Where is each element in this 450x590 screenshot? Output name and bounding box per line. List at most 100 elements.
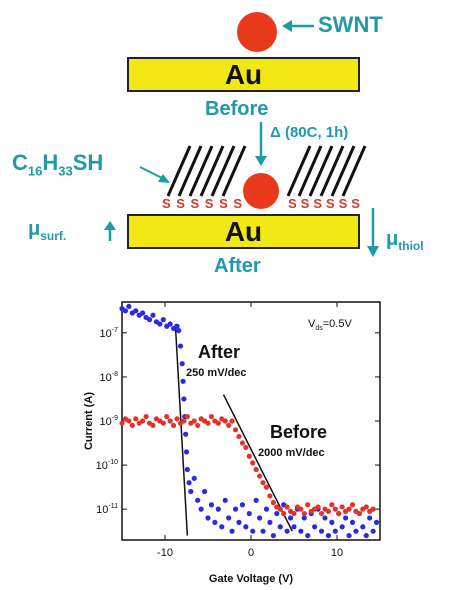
- before-slope-label: 2000 mV/dec: [258, 447, 325, 459]
- mu-surf-label: μsurf.: [28, 218, 66, 243]
- thiol-formula-label: C16H33SH: [12, 150, 103, 178]
- after-data-point: [208, 502, 215, 508]
- thiol-formula-part: H: [42, 150, 59, 175]
- y-tick-label: 10-11: [96, 503, 118, 516]
- before-data-point: [305, 502, 311, 508]
- before-data-point: [232, 427, 239, 433]
- thiol-pointer-arrow: [138, 164, 174, 191]
- sulfur-atom: S: [176, 196, 185, 211]
- before-data-point: [315, 504, 321, 510]
- y-axis-title: Current (A): [83, 392, 95, 450]
- after-data-point: [305, 532, 311, 539]
- after-data-point: [215, 506, 221, 512]
- after-data-point: [183, 431, 189, 437]
- after-data-point: [222, 497, 228, 503]
- after-data-point: [318, 528, 325, 534]
- after-data-point: [246, 510, 252, 517]
- after-data-point: [301, 515, 307, 521]
- y-tick-label: 10-10: [96, 459, 118, 472]
- after-data-point: [201, 488, 208, 495]
- after-data-point: [370, 528, 376, 534]
- sulfur-row-right: S S S S S S: [288, 196, 360, 211]
- before-data-point: [126, 418, 132, 424]
- after-data-point: [243, 524, 249, 530]
- before-data-point: [332, 506, 338, 512]
- before-data-point: [349, 502, 356, 508]
- before-data-point: [184, 413, 190, 420]
- before-data-point: [133, 416, 139, 422]
- before-data-point: [222, 418, 228, 424]
- before-data-point: [164, 413, 170, 420]
- y-tick-exponent: -7: [112, 327, 118, 334]
- au-label-before: Au: [224, 58, 263, 90]
- y-tick-label: 10-7: [100, 327, 119, 340]
- after-data-point: [205, 515, 211, 521]
- after-data-point: [373, 519, 380, 525]
- after-data-point: [274, 510, 280, 517]
- arrow-down-icon: [367, 208, 379, 257]
- before-data-point: [263, 484, 270, 490]
- after-data-point: [329, 519, 335, 525]
- after-series-label: After: [198, 342, 240, 362]
- after-data-point: [284, 528, 290, 534]
- anneal-arrow: [253, 122, 269, 173]
- thiol-formula-part: C: [12, 150, 28, 175]
- after-data-point: [188, 488, 194, 495]
- after-data-point: [298, 528, 304, 534]
- after-data-point: [219, 524, 225, 530]
- before-data-point: [370, 506, 376, 512]
- after-data-point: [367, 515, 373, 521]
- after-data-point: [349, 519, 356, 525]
- before-data-point: [318, 510, 325, 517]
- x-tick-label: 0: [248, 547, 254, 559]
- after-data-point: [174, 323, 180, 329]
- after-data-point: [180, 378, 186, 384]
- sulfur-atom: S: [288, 196, 297, 211]
- after-data-point: [253, 497, 259, 503]
- y-tick-label: 10-8: [100, 371, 119, 384]
- x-tick-label: -10: [157, 547, 173, 559]
- before-data-point: [329, 502, 335, 508]
- before-data-point: [246, 453, 252, 459]
- before-data-point: [181, 418, 187, 424]
- y-tick-exponent: -9: [112, 415, 118, 422]
- before-data-point: [195, 422, 201, 429]
- before-data-point: [291, 510, 297, 517]
- before-data-point: [363, 504, 369, 510]
- sulfur-atom: S: [300, 196, 310, 211]
- after-data-point: [122, 308, 129, 314]
- before-data-point: [215, 420, 221, 426]
- mu-symbol: μ: [28, 218, 41, 240]
- after-data-point: [198, 506, 204, 512]
- after-data-point: [291, 524, 297, 530]
- au-label-after: Au: [224, 215, 263, 247]
- after-data-point: [257, 515, 263, 521]
- after-data-point: [263, 506, 270, 512]
- y-tick-exponent: -10: [108, 459, 118, 466]
- sulfur-atom: S: [219, 196, 228, 211]
- before-data-point: [277, 506, 283, 512]
- after-data-point: [191, 475, 197, 481]
- before-data-point: [336, 510, 342, 517]
- y-tick-exponent: -11: [108, 503, 118, 510]
- after-data-point: [179, 361, 185, 367]
- after-data-point: [332, 528, 338, 534]
- sulfur-atom: S: [204, 196, 214, 211]
- after-data-point: [157, 321, 163, 327]
- before-data-point: [167, 418, 173, 424]
- sulfur-atom: S: [338, 196, 348, 211]
- x-axis-ticks: -10 0 10: [157, 302, 343, 559]
- after-data-point: [312, 524, 318, 530]
- after-data-point: [277, 524, 283, 530]
- after-data-point: [177, 343, 184, 349]
- vds-sub: ds: [315, 325, 323, 332]
- after-data-point: [126, 303, 132, 310]
- after-data-point: [229, 528, 235, 534]
- thiol-formula-sub2: 33: [58, 163, 73, 179]
- mu-thiol-sub: thiol: [398, 239, 424, 253]
- after-data-point: [267, 519, 273, 525]
- after-data-point: [325, 532, 331, 539]
- y-tick-label: 10-9: [100, 415, 119, 428]
- x-tick-label: 10: [331, 547, 343, 559]
- before-data-point: [129, 422, 135, 429]
